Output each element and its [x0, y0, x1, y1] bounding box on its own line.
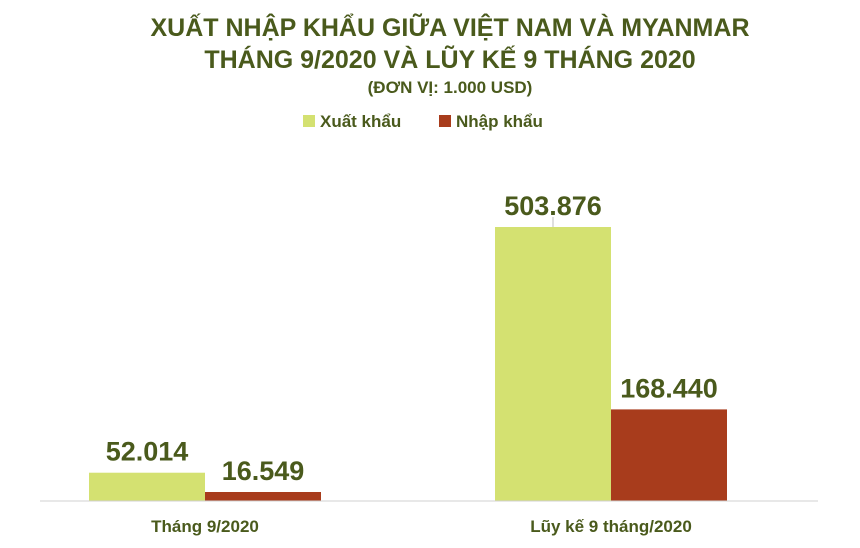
data-label-export-0: 52.014 [106, 437, 189, 467]
legend-swatch-import [439, 115, 451, 127]
legend: Xuất khẩu Nhập khẩu [303, 112, 543, 131]
category-label-1: Lũy kế 9 tháng/2020 [530, 517, 692, 536]
legend-label-import: Nhập khẩu [456, 112, 543, 131]
bars-group: 52.014 16.549 503.876 168.440 [89, 191, 727, 501]
data-label-export-1: 503.876 [504, 191, 602, 221]
chart-title-line2: THÁNG 9/2020 VÀ LŨY KẾ 9 THÁNG 2020 [204, 44, 695, 74]
chart-subtitle: (ĐƠN VỊ: 1.000 USD) [368, 78, 533, 97]
legend-label-export: Xuất khẩu [320, 112, 401, 131]
bar-export-0 [89, 472, 205, 501]
legend-swatch-export [303, 115, 315, 127]
chart-title-line1: XUẤT NHẬP KHẨU GIỮA VIỆT NAM VÀ MYANMAR [150, 12, 749, 42]
category-label-0: Tháng 9/2020 [151, 517, 259, 536]
data-label-import-1: 168.440 [620, 373, 718, 403]
bar-import-1 [611, 409, 727, 501]
category-labels: Tháng 9/2020 Lũy kế 9 tháng/2020 [151, 517, 692, 536]
data-label-import-0: 16.549 [222, 456, 305, 486]
bar-import-0 [205, 492, 321, 501]
bar-export-1 [495, 227, 611, 501]
